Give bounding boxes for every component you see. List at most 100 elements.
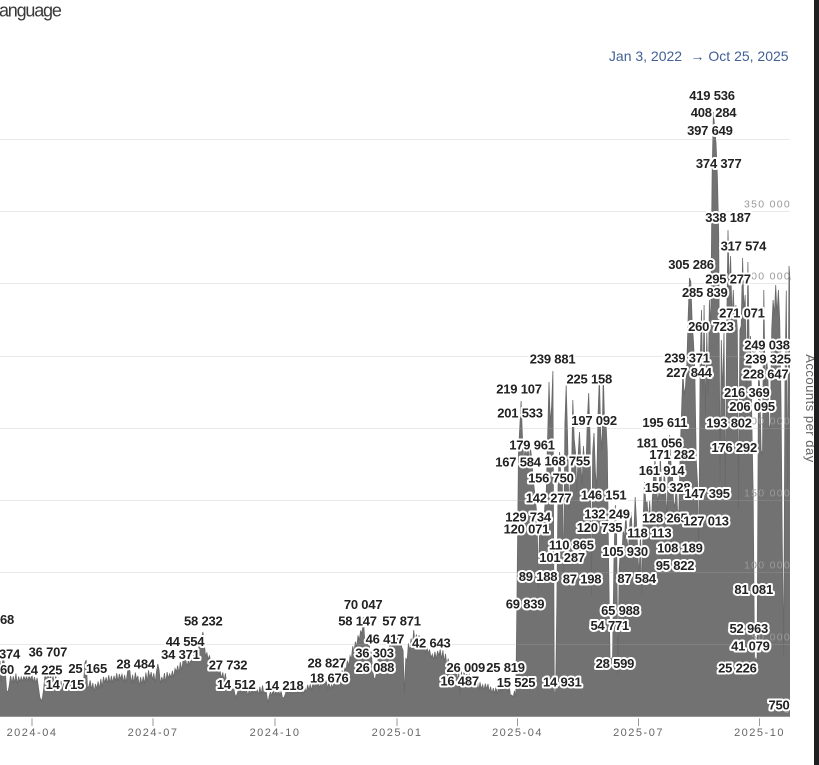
svg-text:129 734: 129 734	[505, 509, 552, 524]
svg-text:216 369: 216 369	[724, 385, 770, 400]
svg-text:338 187: 338 187	[705, 210, 751, 225]
svg-text:0: 0	[784, 704, 791, 716]
svg-text:167 584: 167 584	[495, 454, 542, 469]
svg-text:46 417: 46 417	[366, 631, 405, 646]
svg-text:161 914: 161 914	[639, 463, 686, 478]
svg-text:120 071: 120 071	[504, 521, 550, 536]
svg-text:24 225: 24 225	[24, 663, 63, 678]
svg-text:105 930: 105 930	[602, 544, 648, 559]
svg-text:228 647: 228 647	[743, 367, 789, 382]
svg-text:750: 750	[768, 697, 789, 712]
svg-text:179 961: 179 961	[509, 437, 555, 452]
svg-text:108 189: 108 189	[657, 540, 703, 555]
svg-text:285 839: 285 839	[682, 285, 728, 300]
svg-text:2025-10: 2025-10	[734, 727, 785, 739]
svg-text:147 395: 147 395	[684, 486, 730, 501]
svg-text:60: 60	[0, 662, 14, 677]
svg-text:87 584: 87 584	[617, 571, 657, 586]
svg-text:87 198: 87 198	[563, 571, 602, 586]
svg-text:Oct 25, 2025: Oct 25, 2025	[708, 48, 788, 64]
svg-text:374: 374	[0, 647, 21, 662]
svg-text:34 371: 34 371	[161, 647, 200, 662]
svg-text:14 512: 14 512	[217, 677, 256, 692]
svg-text:250 000: 250 000	[744, 344, 791, 356]
svg-text:68: 68	[0, 612, 14, 627]
svg-text:44 554: 44 554	[166, 634, 206, 649]
svg-text:57 871: 57 871	[382, 614, 421, 629]
svg-text:14 931: 14 931	[543, 674, 582, 689]
svg-text:239 881: 239 881	[530, 351, 576, 366]
svg-text:2024-10: 2024-10	[250, 727, 301, 739]
svg-text:27 732: 27 732	[209, 658, 248, 673]
svg-text:36 707: 36 707	[29, 644, 68, 659]
svg-text:132 249: 132 249	[584, 507, 630, 522]
svg-text:100 000: 100 000	[744, 560, 791, 572]
svg-text:219 107: 219 107	[496, 381, 542, 396]
svg-text:41 079: 41 079	[731, 639, 770, 654]
svg-text:89 188: 89 188	[519, 569, 558, 584]
svg-text:70 047: 70 047	[344, 597, 383, 612]
svg-text:25 819: 25 819	[486, 660, 525, 675]
svg-text:15 525: 15 525	[497, 675, 536, 690]
svg-text:193 802: 193 802	[706, 415, 752, 430]
svg-text:36 303: 36 303	[355, 646, 394, 661]
svg-text:176 292: 176 292	[711, 440, 757, 455]
svg-text:239 371: 239 371	[664, 351, 710, 366]
svg-text:206 095: 206 095	[729, 399, 775, 414]
svg-text:374 377: 374 377	[696, 156, 742, 171]
svg-text:26 009: 26 009	[447, 660, 486, 675]
svg-text:260 723: 260 723	[688, 319, 734, 334]
svg-text:168 755: 168 755	[544, 453, 590, 468]
svg-text:58 147: 58 147	[338, 614, 377, 629]
svg-text:58 232: 58 232	[184, 614, 223, 629]
svg-text:200 000: 200 000	[744, 416, 791, 428]
svg-text:249 038: 249 038	[744, 337, 790, 352]
svg-text:146 151: 146 151	[581, 487, 627, 502]
svg-text:2025-01: 2025-01	[372, 727, 423, 739]
svg-text:171 282: 171 282	[649, 447, 695, 462]
svg-text:295 277: 295 277	[705, 272, 751, 287]
svg-text:anguage: anguage	[0, 1, 62, 21]
svg-text:317 574: 317 574	[721, 239, 768, 254]
svg-text:120 735: 120 735	[577, 520, 623, 535]
svg-text:201 533: 201 533	[497, 406, 543, 421]
svg-text:118 113: 118 113	[627, 526, 671, 541]
svg-text:25 226: 25 226	[718, 660, 757, 675]
svg-text:16 487: 16 487	[440, 673, 479, 688]
svg-text:225 158: 225 158	[567, 372, 613, 387]
svg-text:2024-04: 2024-04	[7, 727, 58, 739]
svg-text:2024-07: 2024-07	[128, 727, 179, 739]
svg-text:110 865: 110 865	[549, 538, 594, 553]
svg-text:2025-04: 2025-04	[492, 727, 543, 739]
svg-text:95 822: 95 822	[656, 558, 695, 573]
svg-text:42 643: 42 643	[412, 636, 451, 651]
svg-text:397 649: 397 649	[687, 123, 733, 138]
svg-text:25 165: 25 165	[68, 661, 107, 676]
svg-text:150 328: 150 328	[645, 480, 691, 495]
svg-text:14 715: 14 715	[46, 677, 85, 692]
svg-text:81 081: 81 081	[734, 582, 773, 597]
svg-text:408 284: 408 284	[691, 105, 738, 120]
svg-text:52 963: 52 963	[730, 621, 769, 636]
svg-text:28 827: 28 827	[308, 656, 347, 671]
svg-text:419 536: 419 536	[689, 88, 735, 103]
svg-text:271 071: 271 071	[719, 306, 765, 321]
svg-text:101 287: 101 287	[539, 550, 585, 565]
svg-text:350 000: 350 000	[744, 199, 791, 211]
svg-text:26 088: 26 088	[356, 660, 395, 675]
svg-text:127 013: 127 013	[683, 514, 729, 529]
svg-text:300 000: 300 000	[744, 271, 791, 283]
svg-text:227 844: 227 844	[666, 365, 713, 380]
svg-text:50 000: 50 000	[751, 632, 791, 644]
svg-text:65 988: 65 988	[601, 603, 640, 618]
svg-text:195 611: 195 611	[642, 415, 687, 430]
svg-text:156 750: 156 750	[528, 470, 574, 485]
svg-text:305 286: 305 286	[668, 257, 714, 272]
svg-text:28 599: 28 599	[596, 656, 635, 671]
svg-text:197 092: 197 092	[571, 413, 617, 428]
svg-text:69 839: 69 839	[506, 597, 545, 612]
svg-text:28 484: 28 484	[116, 657, 156, 672]
svg-text:128 265: 128 265	[642, 511, 688, 526]
svg-text:54 771: 54 771	[591, 618, 630, 633]
svg-text:150 000: 150 000	[744, 488, 791, 500]
